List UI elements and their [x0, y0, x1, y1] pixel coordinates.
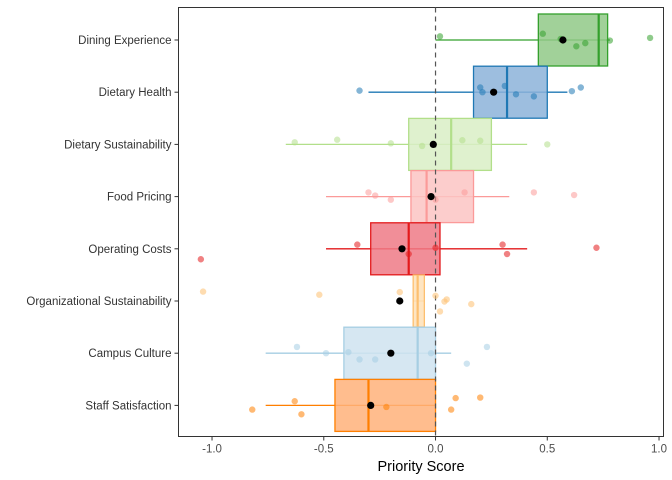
point-dining-experience-0 — [539, 30, 547, 37]
x-axis-title: Priority Score — [377, 459, 464, 475]
point-staff-satisfaction-1 — [477, 394, 484, 401]
point-campus-culture-2 — [322, 350, 330, 357]
box-rect-dining-experience — [537, 13, 609, 67]
point-dining-experience-6 — [573, 43, 580, 50]
point-food-pricing-4 — [570, 191, 578, 199]
box-rect-dietary-health — [472, 65, 548, 119]
point-organizational-sustainability-1 — [316, 291, 323, 298]
point-organizational-sustainability-2 — [396, 288, 403, 296]
point-dining-experience-4 — [606, 37, 614, 44]
point-campus-culture-3 — [345, 348, 352, 356]
point-campus-culture-1 — [483, 343, 491, 351]
mean-organizational-sustainability — [396, 297, 404, 305]
point-organizational-sustainability-6 — [468, 300, 475, 308]
y-tick-label-dietary-sustainability: Dietary Sustainability — [64, 139, 172, 151]
point-organizational-sustainability-0 — [199, 288, 207, 295]
point-dietary-sustainability-5 — [544, 141, 551, 148]
mean-dining-experience — [559, 36, 567, 44]
x-tick-label-1: -0.5 — [314, 444, 334, 456]
mean-dietary-health — [490, 88, 498, 96]
point-staff-satisfaction-6 — [298, 411, 305, 418]
point-operating-costs-2 — [499, 241, 506, 248]
point-staff-satisfaction-4 — [249, 406, 256, 413]
point-campus-culture-7 — [463, 360, 471, 367]
y-tick-label-campus-culture: Campus Culture — [88, 348, 171, 360]
point-operating-costs-1 — [432, 244, 439, 251]
point-dietary-health-7 — [530, 93, 538, 100]
point-dietary-health-3 — [356, 87, 363, 94]
box-rect-organizational-sustainability — [412, 274, 426, 328]
mean-food-pricing — [427, 193, 435, 201]
point-operating-costs-5 — [503, 250, 511, 258]
point-dining-experience-2 — [646, 34, 654, 42]
point-operating-costs-3 — [593, 244, 600, 251]
point-staff-satisfaction-5 — [447, 406, 455, 413]
point-food-pricing-5 — [387, 196, 395, 203]
mean-campus-culture — [387, 349, 395, 357]
point-staff-satisfaction-0 — [452, 394, 459, 402]
y-tick-label-dietary-health: Dietary Health — [99, 87, 172, 99]
y-tick-label-food-pricing: Food Pricing — [107, 192, 172, 204]
point-dining-experience-5 — [582, 39, 589, 47]
y-tick-label-organizational-sustainability: Organizational Sustainability — [26, 296, 171, 308]
point-operating-costs-4 — [405, 250, 412, 258]
point-food-pricing-2 — [530, 189, 538, 196]
point-dietary-sustainability-4 — [387, 140, 395, 147]
point-food-pricing-1 — [461, 189, 468, 196]
point-organizational-sustainability-3 — [432, 292, 439, 299]
box-operating-costs — [326, 222, 528, 276]
point-organizational-sustainability-7 — [436, 308, 444, 315]
mean-operating-costs — [398, 245, 406, 253]
axis-layer: Dining Experience Dietary Health Dietary S… — [26, 35, 667, 456]
point-staff-satisfaction-2 — [291, 398, 298, 405]
y-tick-label-staff-satisfaction: Staff Satisfaction — [85, 400, 171, 412]
box-dietary-sustainability — [285, 117, 528, 172]
y-tick-label-dining-experience: Dining Experience — [78, 35, 171, 47]
point-dietary-sustainability-6 — [418, 142, 426, 150]
point-dietary-sustainability-2 — [477, 137, 484, 144]
point-dietary-health-6 — [512, 91, 520, 98]
box-campus-culture — [265, 326, 452, 380]
point-organizational-sustainability-5 — [441, 298, 448, 305]
point-dietary-health-4 — [568, 87, 576, 95]
x-tick-label-2: 0.0 — [428, 444, 444, 456]
box-food-pricing — [326, 169, 510, 224]
box-organizational-sustainability — [412, 274, 426, 328]
point-dietary-health-0 — [501, 82, 509, 90]
point-layer — [197, 30, 654, 418]
point-dietary-health-5 — [479, 89, 486, 96]
mean-staff-satisfaction — [367, 401, 375, 409]
point-dining-experience-1 — [436, 33, 444, 40]
point-campus-culture-4 — [427, 350, 435, 357]
box-layer — [265, 13, 610, 433]
point-dietary-health-2 — [577, 84, 585, 91]
point-dietary-sustainability-3 — [291, 139, 298, 146]
box-staff-satisfaction — [265, 378, 437, 433]
point-campus-culture-0 — [293, 343, 301, 351]
mean-dietary-sustainability — [429, 140, 437, 148]
x-tick-label-0: -1.0 — [202, 444, 222, 456]
point-food-pricing-3 — [371, 192, 379, 199]
point-operating-costs-6 — [197, 256, 205, 263]
x-tick-label-3: 0.5 — [539, 444, 555, 456]
point-campus-culture-6 — [371, 356, 379, 363]
box-dining-experience — [435, 13, 610, 67]
box-rect-food-pricing — [410, 169, 475, 224]
point-food-pricing-0 — [365, 189, 372, 196]
x-tick-label-4: 1.0 — [651, 444, 667, 456]
point-operating-costs-0 — [354, 241, 361, 248]
point-dietary-sustainability-0 — [333, 136, 341, 143]
point-campus-culture-5 — [356, 356, 363, 363]
box-dietary-health — [368, 65, 568, 119]
point-dietary-sustainability-1 — [459, 137, 466, 144]
point-staff-satisfaction-3 — [383, 403, 390, 411]
y-tick-label-operating-costs: Operating Costs — [88, 244, 171, 256]
panel-border — [178, 7, 664, 437]
